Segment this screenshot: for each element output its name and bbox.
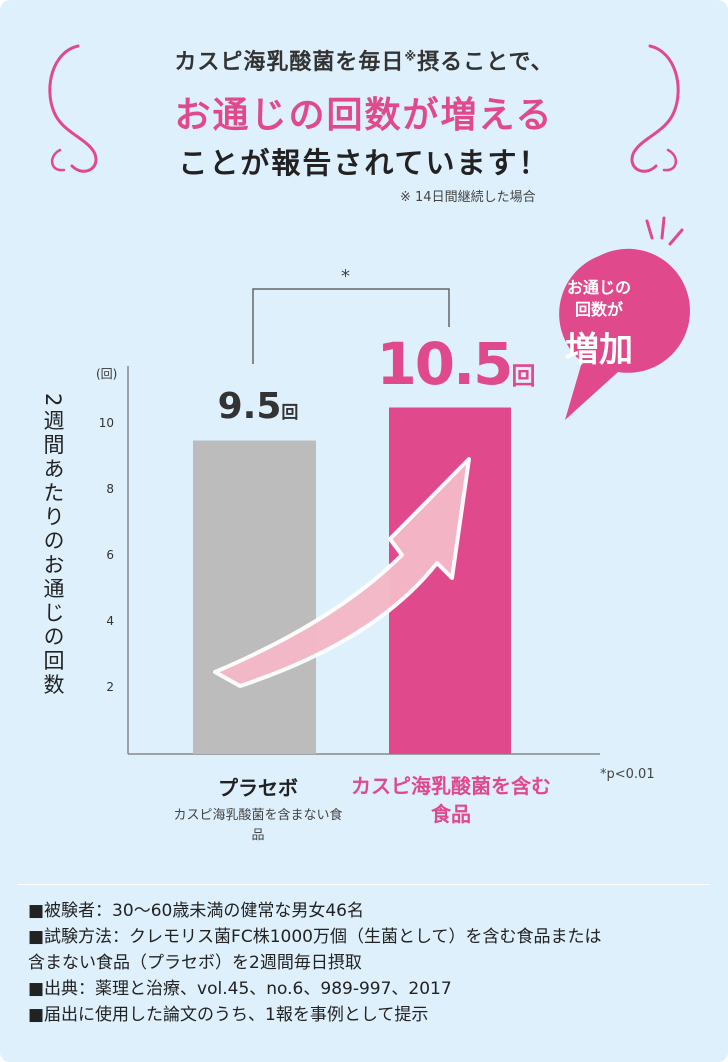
burst-icon <box>645 216 684 246</box>
footer-line: 含まない食品（プラセボ）を2週間毎日摂取 <box>28 953 362 973</box>
y-axis-unit: (回) <box>96 367 118 381</box>
y-tick-label: 6 <box>106 548 114 562</box>
category-subtitle-placebo: カスピ海乳酸菌を含まない食品 <box>173 808 343 843</box>
right-bracket-icon <box>630 44 680 173</box>
significance-note: *p<0.01 <box>600 767 655 782</box>
bubble-line3: 増加 <box>565 330 633 370</box>
left-bracket-icon <box>48 44 98 173</box>
bar-chart <box>127 216 690 755</box>
speech-bubble <box>559 248 690 420</box>
footer-line: ■届出に使用した論文のうち、1報を事例として提示 <box>28 1005 429 1025</box>
bracket-decoration <box>48 44 680 173</box>
headline-line3: ことが報告されています！ <box>178 146 550 180</box>
bubble-line2: 回数が <box>574 300 623 319</box>
category-label-placebo: プラセボ <box>218 776 298 800</box>
value-label-caspian: 10.5回 <box>376 330 536 398</box>
headline-line1: カスピ海乳酸菌を毎日※摂ることで、 <box>174 49 554 75</box>
significance-bracket <box>252 288 450 364</box>
left-curl-icon <box>51 148 66 172</box>
divider <box>18 884 710 885</box>
y-tick-label: 10 <box>98 416 114 430</box>
footer-line: ■被験者：30〜60歳未満の健常な男女46名 <box>28 901 364 921</box>
increase-arrow <box>213 457 471 688</box>
y-tick-label: 4 <box>106 614 114 628</box>
significance-mark: * <box>341 266 350 287</box>
category-label-caspian: カスピ海乳酸菌を含む食品 <box>351 774 551 826</box>
bar-placebo <box>193 440 316 754</box>
footnote-mark: ※ <box>404 49 418 64</box>
bubble-line1: お通じの <box>566 278 631 297</box>
footer-line: ■試験方法：クレモリス菌FC株1000万個（生菌として）を含む食品または <box>28 927 602 947</box>
footer-line: ■出典：薬理と治療、vol.45、no.6、989-997、2017 <box>28 979 452 999</box>
y-tick-label: 8 <box>106 482 114 496</box>
headline-line2: お通じの回数が増える <box>174 95 554 136</box>
headline-note: ※ 14日間継続した場合 <box>400 190 536 205</box>
y-axis-label: 2週間あたりのお通じの回数 <box>41 393 65 698</box>
y-tick-label: 2 <box>106 680 114 694</box>
study-details: ■被験者：30〜60歳未満の健常な男女46名 ■試験方法：クレモリス菌FC株10… <box>28 898 601 1028</box>
right-curl-icon <box>662 148 677 172</box>
value-label-placebo: 9.5回 <box>217 386 299 427</box>
